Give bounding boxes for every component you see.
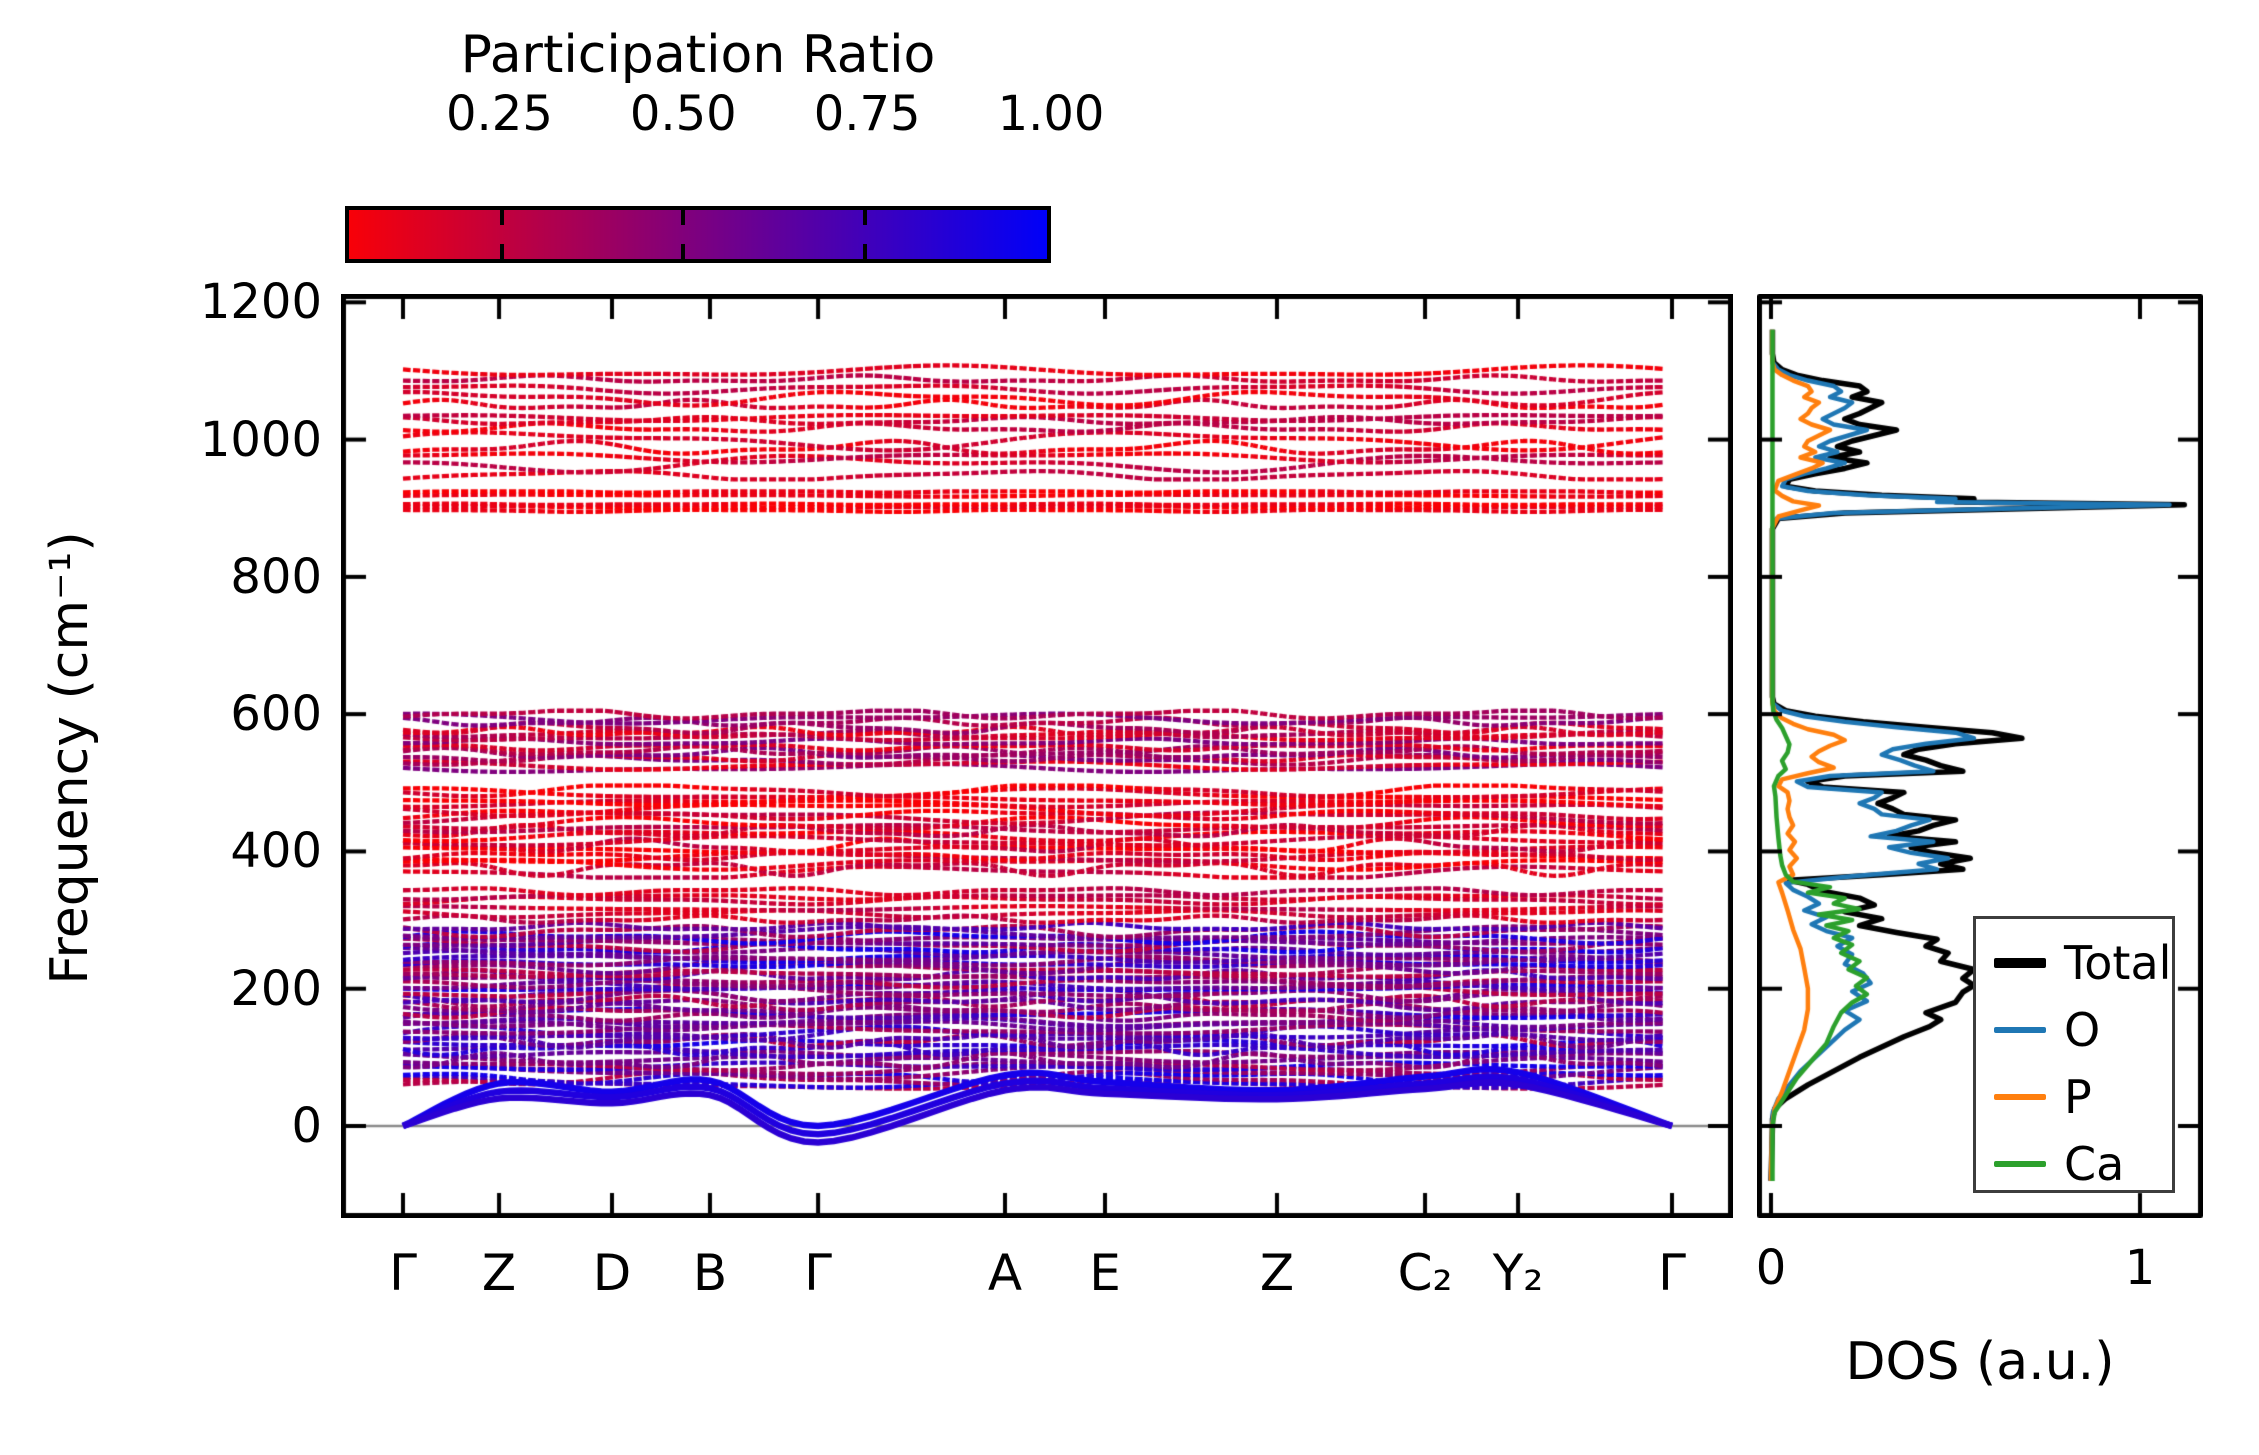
dos-legend: Total O P Ca [1973,916,2175,1193]
legend-item-o: O [1976,998,2172,1062]
p-line-sample [1994,1094,2046,1100]
colorbar-tick [863,210,868,225]
colorbar-title: Participation Ratio [460,25,936,85]
colorbar-tick-label: 0.50 [629,86,737,142]
dos-tick-label: 0 [1755,1240,1787,1296]
y-tick-label: 600 [230,686,322,743]
y-tick-label: 0 [291,1098,322,1154]
kpoint-label: Γ [389,1244,417,1302]
legend-item-p: P [1976,1065,2172,1129]
dos-tick-label: 1 [2124,1240,2156,1296]
legend-label: Total [2064,936,2172,990]
kpoint-label: B [692,1244,728,1302]
ca-line-sample [1994,1161,2046,1167]
colorbar-tick-label: 0.75 [813,86,921,142]
band-structure-canvas [341,294,1733,1218]
y-tick-label: 400 [230,823,322,880]
o-line-sample [1994,1027,2046,1033]
legend-label: O [2064,1003,2101,1057]
y-tick-label: 200 [230,960,322,1017]
kpoint-label: D [592,1244,632,1302]
kpoint-label: Z [481,1244,517,1302]
kpoint-label: Γ [804,1244,832,1302]
total-line-sample [1994,958,2046,968]
kpoint-label: C₂ [1397,1244,1453,1302]
legend-label: Ca [2064,1137,2125,1191]
kpoint-label: Γ [1658,1244,1686,1302]
y-tick-label: 1200 [199,274,322,331]
dos-axis-label: DOS (a.u.) [1845,1332,2115,1392]
colorbar-tick [499,210,504,225]
colorbar-tick [681,244,686,259]
kpoint-label: E [1089,1244,1121,1302]
colorbar-tick [863,244,868,259]
legend-item-ca: Ca [1976,1132,2172,1196]
colorbar-tick [681,210,686,225]
colorbar-tick [499,244,504,259]
y-tick-label: 800 [230,548,322,605]
participation-ratio-colorbar [345,206,1051,263]
y-tick-label: 1000 [199,411,322,468]
kpoint-label: A [987,1244,1023,1302]
colorbar-tick-label: 0.25 [446,86,553,142]
colorbar-tick-label: 1.00 [997,86,1105,142]
y-axis-label: Frequency (cm⁻¹) [40,531,100,985]
kpoint-label: Y₂ [1492,1244,1544,1302]
kpoint-label: Z [1259,1244,1295,1302]
legend-item-total: Total [1976,931,2172,995]
legend-label: P [2064,1070,2092,1124]
